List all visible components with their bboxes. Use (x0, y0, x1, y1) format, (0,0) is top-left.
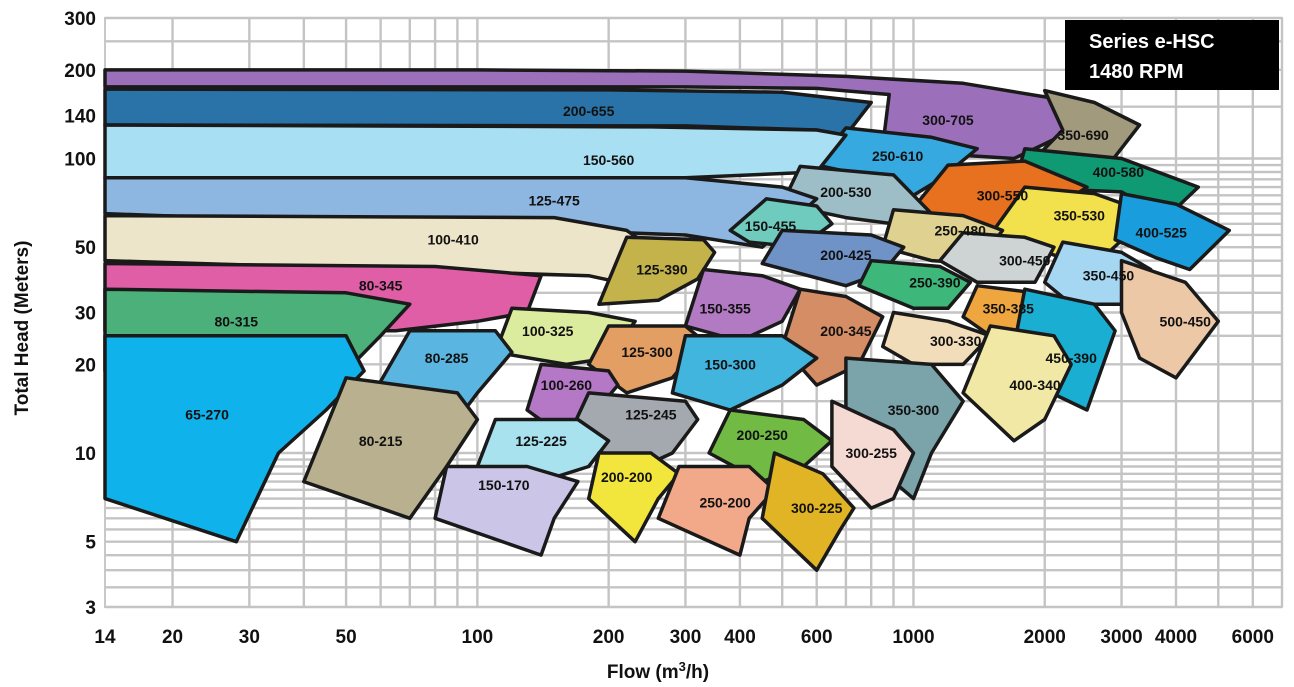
zone-label-150-300: 150-300 (705, 356, 757, 372)
zone-label-300-705: 300-705 (922, 112, 974, 128)
zone-label-80-285: 80-285 (425, 350, 469, 366)
zone-400-525 (1113, 191, 1232, 272)
x-tick-label: 14 (94, 627, 116, 648)
x-tick-labels: 14 20 30 50 100 200 300 400 600 1000 2000 3000 4000 6… (94, 627, 1274, 648)
zone-label-80-315: 80-315 (214, 313, 258, 329)
zone-label-250-610: 250-610 (872, 148, 924, 164)
zone-label-400-340: 400-340 (1009, 377, 1061, 393)
y-tick-label: 30 (75, 304, 96, 325)
zone-300-255 (830, 399, 916, 510)
y-tick-label: 300 (64, 9, 96, 30)
zone-label-80-345: 80-345 (359, 278, 403, 294)
zone-label-200-250: 200-250 (737, 427, 789, 443)
y-tick-label: 10 (75, 444, 96, 465)
zone-150-170 (433, 464, 580, 557)
zone-label-125-225: 125-225 (515, 433, 567, 449)
zone-300-225 (760, 451, 856, 572)
zone-label-65-270: 65-270 (185, 407, 229, 423)
title-background (1065, 20, 1279, 90)
y-tick-label: 100 (64, 150, 96, 171)
zone-label-80-215: 80-215 (359, 433, 403, 449)
zone-150-300 (670, 334, 819, 412)
zone-label-200-425: 200-425 (820, 247, 872, 263)
x-tick-label: 600 (801, 627, 833, 648)
x-tick-label: 100 (462, 627, 494, 648)
zone-label-200-655: 200-655 (563, 103, 615, 119)
y-tick-label: 200 (64, 61, 96, 82)
y-tick-label: 50 (75, 238, 96, 259)
zone-label-100-325: 100-325 (522, 323, 574, 339)
zone-label-150-455: 150-455 (745, 218, 797, 234)
zone-label-450-390: 450-390 (1046, 350, 1098, 366)
chart-title-line-1: Series e-HSC (1089, 31, 1215, 53)
x-tick-label: 400 (724, 627, 756, 648)
zone-label-250-390: 250-390 (909, 274, 961, 290)
x-axis-title-part-2: /h) (686, 662, 709, 683)
chart-title-line-2: 1480 RPM (1089, 61, 1184, 83)
x-tick-label: 200 (593, 627, 625, 648)
zone-250-200 (656, 464, 777, 557)
zone-label-350-450: 350-450 (1083, 268, 1135, 284)
zone-label-200-345: 200-345 (820, 323, 872, 339)
zone-label-150-560: 150-560 (583, 152, 635, 168)
zone-label-150-355: 150-355 (699, 300, 751, 316)
zone-label-200-200: 200-200 (601, 469, 653, 485)
zone-125-300 (586, 324, 706, 395)
x-axis-title-part-1: Flow (m (607, 662, 679, 683)
x-tick-label: 1000 (892, 627, 934, 648)
zone-label-125-475: 125-475 (528, 193, 580, 209)
x-tick-label: 300 (670, 627, 702, 648)
zone-300-330 (880, 310, 993, 367)
zone-label-150-170: 150-170 (478, 477, 530, 493)
zone-150-560 (103, 123, 848, 180)
zone-label-300-550: 300-550 (977, 187, 1029, 203)
zone-label-350-385: 350-385 (983, 300, 1035, 316)
zone-label-300-225: 300-225 (791, 500, 843, 516)
zone-label-125-245: 125-245 (625, 407, 677, 423)
zone-label-100-260: 100-260 (541, 377, 593, 393)
zone-label-500-450: 500-450 (1160, 313, 1212, 329)
x-tick-label: 6000 (1232, 627, 1274, 648)
zone-label-350-530: 350-530 (1054, 208, 1106, 224)
zone-label-300-255: 300-255 (846, 445, 898, 461)
y-tick-label: 140 (64, 106, 96, 127)
zone-label-350-300: 350-300 (888, 402, 940, 418)
series-title-box: Series e-HSC 1480 RPM (1065, 20, 1279, 90)
zone-65-270 (103, 334, 366, 544)
y-axis-title: Total Head (Meters) (12, 241, 33, 416)
x-tick-label: 20 (162, 627, 183, 648)
x-axis-title-superscript: 3 (679, 659, 686, 674)
x-tick-label: 30 (239, 627, 260, 648)
x-axis-title: Flow (m3/h) (607, 659, 709, 683)
zones: 300-705 350-690 200-655 250-610 150-560 400-5… (103, 68, 1232, 572)
zone-200-200 (586, 451, 681, 544)
y-tick-label: 5 (85, 533, 96, 554)
zone-label-125-300: 125-300 (621, 344, 673, 360)
x-tick-label: 2000 (1024, 627, 1066, 648)
y-tick-label: 3 (85, 598, 96, 619)
zone-400-340 (961, 324, 1073, 443)
zone-label-300-450: 300-450 (999, 253, 1051, 269)
zone-label-300-330: 300-330 (930, 333, 982, 349)
zone-label-400-525: 400-525 (1136, 225, 1188, 241)
zone-label-400-580: 400-580 (1093, 164, 1145, 180)
zone-label-200-530: 200-530 (820, 184, 872, 200)
x-tick-label: 3000 (1100, 627, 1142, 648)
x-tick-label: 50 (336, 627, 357, 648)
zone-label-350-690: 350-690 (1057, 127, 1109, 143)
zone-label-100-410: 100-410 (427, 232, 479, 248)
zone-label-250-200: 250-200 (699, 494, 751, 510)
x-tick-label: 4000 (1155, 627, 1197, 648)
zone-label-125-390: 125-390 (636, 261, 688, 277)
zone-250-390 (857, 258, 973, 311)
zone-label-250-480: 250-480 (935, 222, 987, 238)
zone-300-450 (938, 230, 1056, 285)
y-tick-labels: 3 5 10 20 30 50 100 140 200 300 (64, 9, 96, 619)
y-tick-label: 20 (75, 355, 96, 376)
zone-125-390 (597, 235, 717, 306)
zone-500-450 (1119, 258, 1221, 380)
